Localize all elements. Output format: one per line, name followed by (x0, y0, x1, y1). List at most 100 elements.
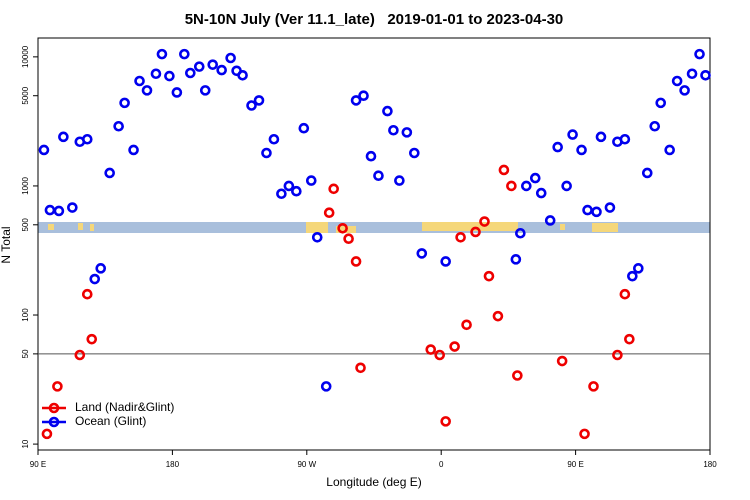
data-point (655, 97, 667, 109)
data-point (544, 215, 556, 226)
legend-label: Ocean (Glint) (75, 414, 146, 428)
data-point (268, 133, 280, 145)
data-point (291, 185, 302, 197)
data-point (664, 144, 675, 156)
data-point (521, 180, 532, 192)
data-point (74, 349, 86, 361)
data-point (113, 120, 124, 132)
y-tick-label: 10 (21, 439, 30, 448)
data-point (449, 341, 460, 352)
data-point (434, 349, 446, 361)
data-point (552, 141, 563, 153)
y-tick-label: 1000 (21, 176, 30, 194)
data-point (686, 68, 698, 80)
data-point (41, 428, 53, 440)
data-point (89, 273, 101, 285)
data-point (246, 100, 257, 111)
data-point (649, 120, 661, 132)
data-point (425, 344, 437, 355)
data-point (185, 67, 196, 79)
data-point (261, 147, 272, 159)
data-point (164, 70, 175, 82)
data-point (535, 187, 547, 199)
data-point (619, 288, 631, 300)
data-point (641, 167, 653, 179)
data-point (199, 85, 211, 96)
data-point (225, 52, 236, 64)
data-point (150, 68, 162, 80)
data-point (627, 270, 638, 282)
data-point (67, 202, 78, 213)
data-point (556, 355, 568, 367)
data-point (81, 288, 93, 300)
data-point (207, 59, 219, 70)
x-tick-label: 90 E (30, 460, 46, 469)
data-point (320, 381, 332, 392)
land-patch (90, 224, 94, 231)
map-strip (38, 222, 710, 233)
y-tick-label: 50 (21, 349, 30, 358)
land-patch (560, 224, 565, 230)
data-point (134, 75, 145, 87)
x-tick-label: 90 W (297, 460, 316, 469)
legend: Land (Nadir&Glint)Ocean (Glint) (42, 400, 174, 428)
data-point (506, 180, 517, 192)
data-point (350, 256, 362, 267)
data-point (337, 222, 348, 234)
data-point (95, 263, 107, 274)
data-point (355, 362, 366, 374)
data-point (53, 205, 65, 217)
ocean-strip (38, 222, 710, 233)
data-point (679, 85, 690, 96)
data-point (388, 124, 399, 136)
data-point (119, 97, 130, 109)
data-point (479, 216, 490, 227)
data-point (461, 319, 472, 331)
data-point (237, 69, 248, 81)
data-point (298, 122, 310, 134)
data-point (591, 206, 602, 218)
data-point (624, 333, 635, 345)
land-patch (592, 223, 618, 232)
plot-frame (37, 37, 711, 451)
data-point (579, 428, 590, 440)
data-point (455, 232, 466, 243)
data-point (305, 175, 317, 186)
data-point (498, 164, 510, 176)
land-patch (422, 222, 518, 231)
data-point (311, 232, 323, 243)
data-point (52, 381, 63, 392)
data-point (365, 150, 377, 162)
data-point (373, 170, 384, 182)
land-patch (48, 224, 54, 230)
data-point (512, 370, 523, 381)
y-tick-label: 100 (21, 308, 30, 322)
data-point (171, 87, 183, 98)
data-point (156, 48, 168, 60)
chart-title: 5N-10N July (Ver 11.1_late) 2019-01-01 t… (185, 11, 564, 28)
data-point (81, 133, 93, 145)
data-point (358, 90, 369, 102)
data-point (401, 127, 413, 138)
y-tick-label: 5000 (21, 86, 30, 104)
data-point (510, 254, 522, 265)
data-point (253, 95, 265, 106)
data-point (595, 131, 607, 143)
x-tick-label: 180 (166, 460, 180, 469)
data-point (529, 172, 541, 184)
data-point (416, 248, 428, 259)
data-point (633, 263, 644, 274)
y-axis-label: N Total (0, 226, 13, 263)
x-tick-label: 180 (703, 460, 717, 469)
x-axis-label: Longitude (deg E) (326, 475, 421, 489)
land-patch (306, 222, 328, 233)
data-point (328, 183, 339, 195)
data-point (216, 64, 227, 76)
data-point (604, 202, 616, 213)
data-point (700, 69, 711, 81)
data-point (394, 175, 405, 186)
land-patch (78, 223, 83, 230)
data-point (619, 133, 631, 145)
x-tick-label: 90 E (567, 460, 583, 469)
